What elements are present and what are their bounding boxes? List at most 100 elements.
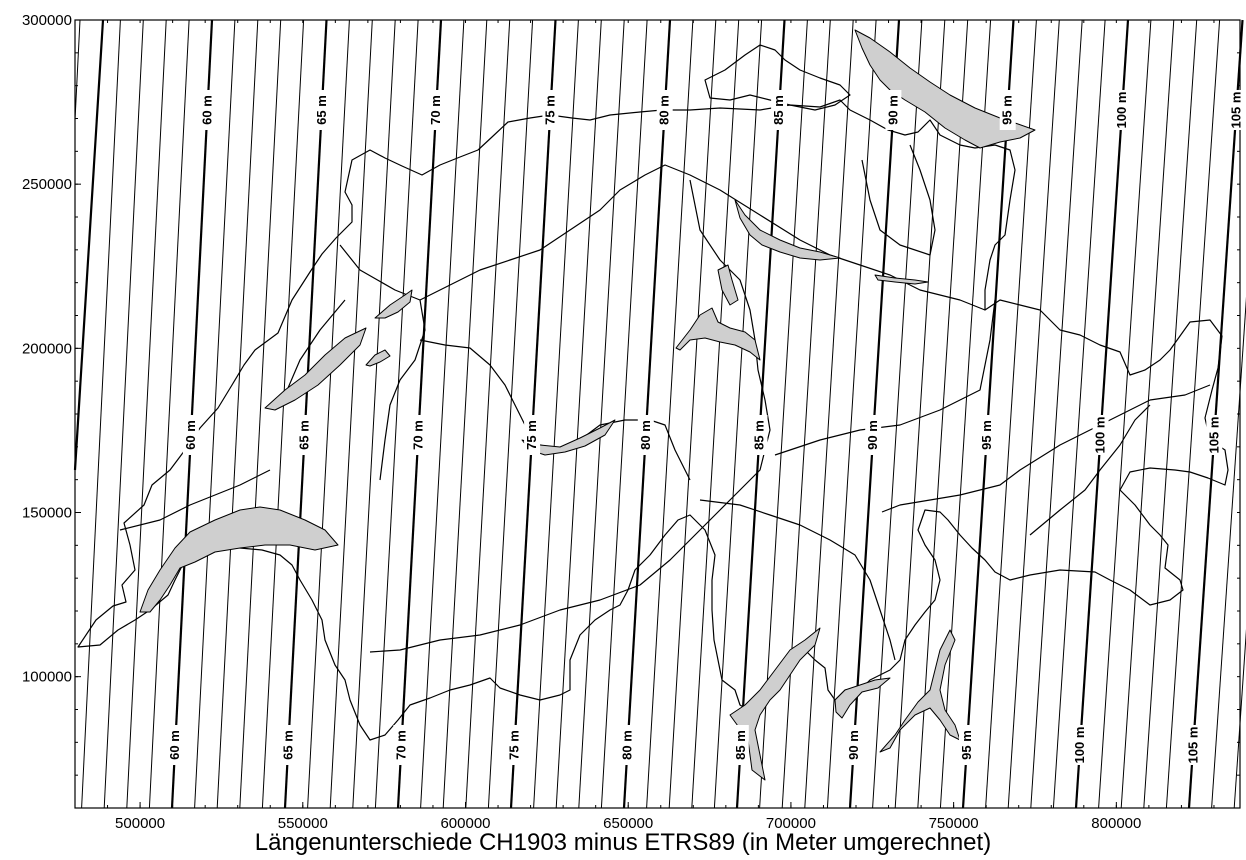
isoline xyxy=(261,19,305,809)
label-mask xyxy=(637,415,654,455)
isoline-label: 65 m xyxy=(314,95,329,125)
isoline xyxy=(691,19,740,809)
isoline xyxy=(194,19,236,809)
isoline-major xyxy=(961,19,1015,809)
cantonal-border xyxy=(774,299,996,456)
label-mask xyxy=(656,90,673,130)
isoline xyxy=(1165,19,1221,809)
cantonal-border xyxy=(881,384,1211,513)
isoline xyxy=(600,19,648,809)
isoline xyxy=(420,19,465,809)
y-tick-label: 100000 xyxy=(22,669,72,686)
y-tick-label: 200000 xyxy=(22,340,72,357)
isoline-label: 85 m xyxy=(771,95,786,125)
cantonal-border xyxy=(1029,404,1151,536)
isoline-major xyxy=(848,19,901,809)
label-mask xyxy=(1072,725,1089,765)
isoline-label: 60 m xyxy=(167,730,182,760)
map-caption: Längenunterschiede CH1903 minus ETRS89 (… xyxy=(254,829,992,856)
isoline xyxy=(1052,19,1106,809)
isoline xyxy=(126,19,167,809)
label-mask xyxy=(1206,415,1223,455)
isoline-label: 80 m xyxy=(657,95,672,125)
isoline-label: 80 m xyxy=(620,730,635,760)
isoline xyxy=(713,19,763,809)
isoline-label: 95 m xyxy=(959,730,974,760)
lake-neuchatel xyxy=(264,327,367,411)
label-mask xyxy=(1185,725,1202,765)
label-mask xyxy=(732,725,749,765)
isoline-label: 75 m xyxy=(542,95,557,125)
isoline-label: 60 m xyxy=(199,95,214,125)
x-tick-label: 500000 xyxy=(115,815,165,832)
y-tick-label: 300000 xyxy=(22,12,72,29)
isoline xyxy=(103,19,144,809)
y-tick-label: 150000 xyxy=(22,505,72,522)
label-mask xyxy=(410,415,427,455)
label-mask xyxy=(1092,415,1109,455)
frame-rect xyxy=(74,19,1241,809)
cantonal-border xyxy=(699,499,896,661)
label-mask xyxy=(865,415,882,455)
isoline-major xyxy=(1074,19,1130,809)
lake-geneva xyxy=(139,506,339,613)
label-mask xyxy=(751,415,768,455)
isoline-label: 90 m xyxy=(865,420,880,450)
isoline xyxy=(1007,19,1060,809)
isoline-label: 85 m xyxy=(752,420,767,450)
isoline xyxy=(1233,628,1246,809)
isoline xyxy=(804,19,854,809)
label-mask xyxy=(393,725,410,765)
isoline xyxy=(1143,19,1198,809)
x-tick-label: 700000 xyxy=(766,815,816,832)
isoline xyxy=(81,19,121,809)
isoline-label: 65 m xyxy=(297,420,312,450)
isoline-label: 100 m xyxy=(1093,417,1108,454)
label-mask xyxy=(506,725,523,765)
isoline-label: 85 m xyxy=(733,730,748,760)
isoline xyxy=(1030,19,1083,809)
lake-thun-brienz xyxy=(521,419,616,456)
isoline xyxy=(465,19,511,809)
isoline xyxy=(985,19,1037,809)
isoline xyxy=(352,19,396,809)
isoline-label: 70 m xyxy=(393,730,408,760)
label-mask xyxy=(296,415,313,455)
lake-zurich xyxy=(734,199,841,261)
isoline xyxy=(578,19,625,809)
cantonal-border xyxy=(119,469,271,531)
isoline-label: 70 m xyxy=(428,95,443,125)
isoline xyxy=(872,19,923,809)
isoline-major xyxy=(735,19,786,809)
cantonal-border xyxy=(369,179,771,653)
isoline xyxy=(442,19,488,809)
label-mask xyxy=(619,725,636,765)
lake-biel xyxy=(374,289,413,319)
x-tick-label: 650000 xyxy=(603,815,653,832)
isoline-label: 105 m xyxy=(1206,417,1221,454)
isoline xyxy=(1120,19,1175,809)
label-mask xyxy=(524,415,541,455)
national-border xyxy=(77,99,1229,741)
isoline-major xyxy=(509,19,557,809)
label-mask xyxy=(280,725,297,765)
isoline xyxy=(216,19,259,809)
isoline-label: 75 m xyxy=(524,420,539,450)
isoline-major xyxy=(73,19,105,471)
cantonal-border xyxy=(284,299,346,396)
isoline xyxy=(487,19,534,809)
label-mask xyxy=(1228,90,1245,130)
x-tick-label: 800000 xyxy=(1091,815,1141,832)
isoline-label: 105 m xyxy=(1185,727,1200,764)
isoline-major xyxy=(283,19,328,809)
isoline xyxy=(239,19,282,809)
plot-frame xyxy=(74,19,1241,809)
isoline-major xyxy=(1187,19,1244,809)
isoline xyxy=(74,19,81,121)
label-mask xyxy=(428,90,445,130)
x-tick-label: 550000 xyxy=(278,815,328,832)
label-mask xyxy=(845,725,862,765)
label-mask xyxy=(199,90,216,130)
lake-lugano xyxy=(834,677,891,719)
